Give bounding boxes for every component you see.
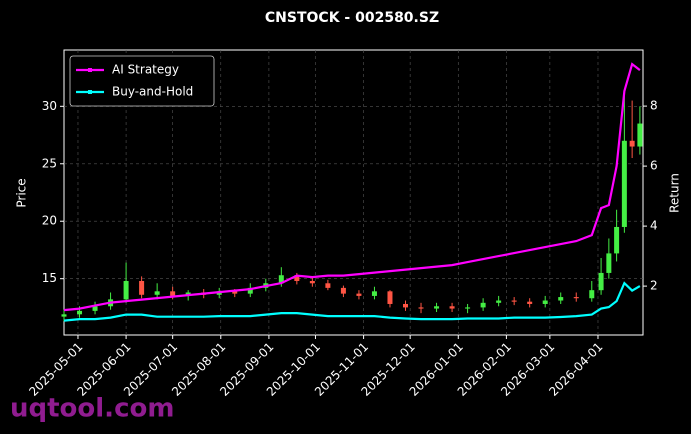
candle-body <box>139 280 145 295</box>
candle-body <box>598 272 604 291</box>
candle-body <box>92 306 98 311</box>
legend-box <box>69 55 215 107</box>
candle-body <box>61 314 67 317</box>
candle-body <box>232 291 238 294</box>
candle-body <box>449 306 455 309</box>
y-tick-label: 20 <box>42 214 57 228</box>
candle-body <box>434 306 440 309</box>
candle-body <box>614 226 620 254</box>
candle-body <box>356 293 362 296</box>
y2-tick-label: 2 <box>650 279 658 293</box>
candle-body <box>637 123 643 147</box>
y-tick-label: 30 <box>42 99 57 113</box>
candle-body <box>123 280 129 300</box>
plot-frame <box>63 49 644 336</box>
candle-body <box>325 283 331 288</box>
candle-body <box>278 275 284 284</box>
candle-body <box>496 300 502 303</box>
candle-body <box>573 297 579 299</box>
candle-body <box>418 307 424 309</box>
watermark: uqtool.com <box>10 394 174 424</box>
chart-title: CNSTOCK - 002580.SZ <box>265 10 439 26</box>
candle-body <box>511 300 517 302</box>
legend-marker <box>88 68 92 72</box>
line-series <box>63 281 641 322</box>
legend-marker <box>88 90 92 94</box>
candle-body <box>77 310 83 315</box>
y2-axis-label: Return <box>668 173 682 213</box>
y2-tick-label: 6 <box>650 159 658 173</box>
candle-body <box>465 307 471 309</box>
line-series <box>63 62 641 312</box>
legend-label: AI Strategy <box>112 63 179 77</box>
candle-body <box>542 300 548 304</box>
candle-body <box>558 297 564 301</box>
candle-body <box>606 253 612 273</box>
y2-tick-label: 8 <box>650 99 658 113</box>
candle-body <box>294 275 300 281</box>
candle-body <box>629 140 635 147</box>
candle-body <box>527 301 533 304</box>
y-tick-label: 25 <box>42 156 57 170</box>
candle-body <box>247 287 253 294</box>
candle-body <box>154 291 160 295</box>
candle-body <box>309 280 315 284</box>
y-axis-label: Price <box>15 178 29 207</box>
legend-label: Buy-and-Hold <box>112 85 193 99</box>
candle-body <box>387 291 393 304</box>
candle-body <box>371 291 377 296</box>
candle-body <box>170 291 176 296</box>
candle-body <box>589 290 595 299</box>
y2-tick-label: 4 <box>650 219 658 233</box>
candle-body <box>340 287 346 294</box>
candle-body <box>621 140 627 227</box>
candle-body <box>480 302 486 308</box>
candle-body <box>403 303 409 308</box>
y-tick-label: 15 <box>42 271 57 285</box>
